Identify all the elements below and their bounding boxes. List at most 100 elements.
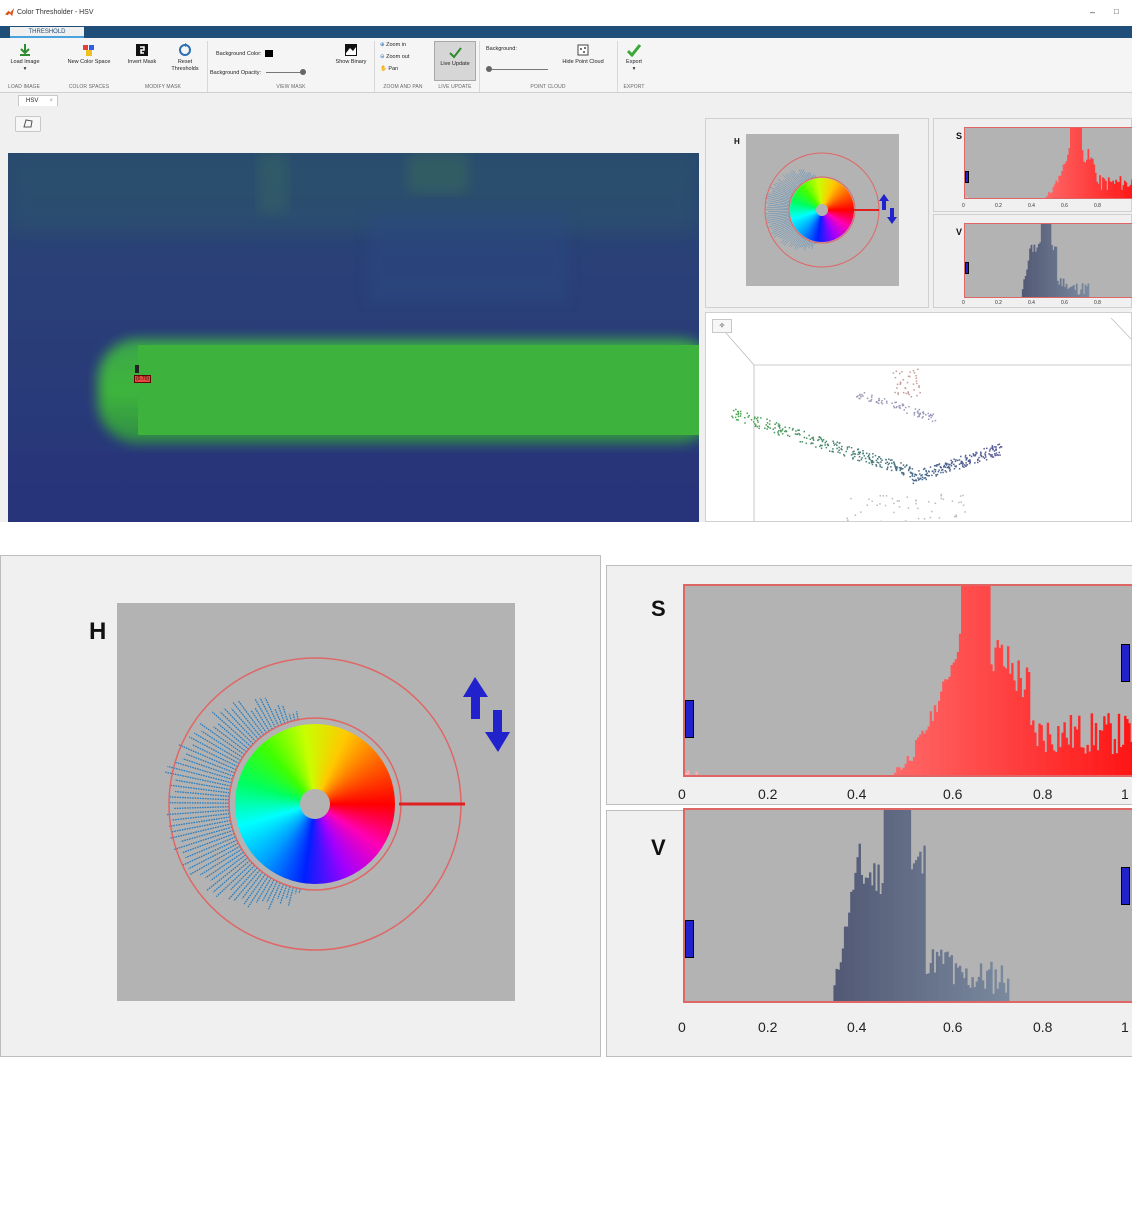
histogram-bar [871, 885, 873, 1003]
histogram-bar [974, 586, 976, 777]
maximize-button[interactable]: □ [1114, 7, 1119, 16]
point-cloud-point [988, 453, 990, 455]
point-cloud-point [857, 454, 859, 456]
histogram-bar [1101, 731, 1103, 777]
point-cloud-point [918, 387, 920, 389]
histogram-bar [997, 989, 999, 1003]
pan-button[interactable]: ✋ Pan [380, 66, 430, 73]
saturation-lower-handle-enlarged[interactable] [685, 700, 694, 738]
value-lower-handle-enlarged[interactable] [685, 920, 694, 958]
background-color-swatch[interactable] [265, 50, 273, 57]
point-cloud-point [965, 455, 967, 457]
invert-mask-button[interactable]: Invert Mask [122, 43, 162, 66]
point-cloud-point [918, 518, 920, 520]
saturation-histogram[interactable] [964, 127, 1132, 199]
close-tab-icon[interactable]: × [49, 96, 53, 106]
point-cloud-point [833, 442, 835, 444]
value-upper-handle-enlarged[interactable] [1121, 867, 1130, 905]
histogram-bar [1120, 747, 1122, 777]
histogram-bar [936, 712, 938, 777]
point-cloud-background-control: Background: [486, 46, 546, 53]
hue-polar-plot-enlarged[interactable] [117, 603, 515, 1001]
histogram-bar [911, 761, 913, 777]
hue-histogram-ray [242, 872, 262, 899]
tab-threshold[interactable]: THRESHOLD [10, 27, 84, 38]
histogram-bar [1076, 729, 1078, 777]
histogram-bar [1126, 719, 1128, 777]
point-cloud-point [996, 452, 998, 454]
load-image-button[interactable]: Load Image ▾ [8, 43, 42, 73]
point-cloud-point [795, 433, 797, 435]
point-cloud-point [927, 475, 929, 477]
histogram-bar [892, 810, 894, 1003]
v-tick-0-enlarged: 0 [678, 1019, 686, 1035]
point-cloud-point [769, 427, 771, 429]
histogram-bar [934, 705, 936, 777]
minimize-button[interactable]: – [1090, 7, 1095, 17]
document-tab-hsv[interactable]: HSV × [18, 95, 58, 106]
export-button[interactable]: Export ▾ [620, 43, 648, 73]
point-cloud-point [907, 496, 909, 498]
point-cloud-point [836, 448, 838, 450]
zoom-in-button[interactable]: ⊕ Zoom in [380, 42, 430, 49]
point-cloud-point [908, 393, 910, 395]
zoom-out-button[interactable]: ⊖ Zoom out [380, 54, 430, 61]
v-tick-0: 0 [962, 300, 965, 306]
point-cloud-point [920, 478, 922, 480]
hue-polar-plot[interactable] [746, 134, 899, 286]
point-cloud-point [871, 462, 873, 464]
load-image-dropdown-arrow[interactable]: ▾ [24, 66, 27, 72]
hue-histogram-ray [772, 223, 791, 231]
point-cloud-point [953, 464, 955, 466]
point-cloud-point [899, 506, 901, 508]
saturation-histogram-enlarged[interactable] [683, 584, 1132, 777]
background-color-control[interactable]: Background Color: [216, 50, 296, 58]
point-cloud-point [760, 417, 762, 419]
hue-histogram-ray [815, 174, 816, 177]
histogram-bar [969, 586, 971, 777]
histogram-bar [1001, 645, 1003, 777]
histogram-bar [959, 634, 961, 777]
live-update-button[interactable]: Live Update [434, 41, 476, 81]
point-cloud-point [878, 403, 880, 405]
point-cloud-point [754, 423, 756, 425]
point-cloud-point [989, 450, 991, 452]
saturation-channel-label-enlarged: S [651, 596, 666, 622]
point-cloud-point [907, 391, 909, 393]
point-cloud-point [757, 426, 759, 428]
value-histogram-enlarged[interactable] [683, 808, 1132, 1003]
point-cloud-panel[interactable]: ✧ [705, 312, 1132, 522]
point-cloud-point [891, 403, 893, 405]
point-cloud-point [919, 413, 921, 415]
reset-thresholds-button[interactable]: Reset Thresholds [166, 43, 204, 73]
value-histogram[interactable] [964, 223, 1132, 298]
axes-toolbar-button[interactable] [15, 116, 41, 132]
saturation-upper-handle-enlarged[interactable] [1121, 644, 1130, 682]
hide-point-cloud-button[interactable]: Hide Point Cloud [553, 43, 613, 66]
point-cloud-point [880, 466, 882, 468]
ribbon-toolbar: Load Image ▾ New Color Space Invert Mask… [0, 38, 1132, 93]
histogram-bar [905, 810, 907, 1003]
point-cloud-point [799, 434, 801, 436]
point-cloud-point [848, 446, 850, 448]
point-cloud-background-slider[interactable] [486, 66, 548, 74]
histogram-bar [951, 955, 953, 1003]
value-lower-handle[interactable] [965, 262, 969, 274]
point-cloud-point [777, 431, 779, 433]
hue-histogram-ray [211, 855, 246, 881]
point-cloud-point [835, 443, 837, 445]
point-cloud-point [864, 392, 866, 394]
download-icon [18, 43, 32, 57]
hue-rotate-arrows-icon[interactable] [878, 194, 898, 224]
point-cloud-point [931, 511, 933, 513]
point-cloud-point [959, 464, 961, 466]
image-display[interactable]: (0.70) [8, 153, 699, 522]
group-label-point-cloud: POINT CLOUD [480, 84, 616, 90]
new-color-space-button[interactable]: New Color Space [60, 43, 118, 66]
show-binary-button[interactable]: Show Binary [331, 43, 371, 66]
background-opacity-slider[interactable] [266, 69, 306, 76]
hue-rotate-arrows-enlarged[interactable] [461, 677, 513, 752]
point-cloud-point [978, 457, 980, 459]
saturation-lower-handle[interactable] [965, 171, 969, 183]
export-dropdown-arrow[interactable]: ▾ [633, 66, 636, 72]
